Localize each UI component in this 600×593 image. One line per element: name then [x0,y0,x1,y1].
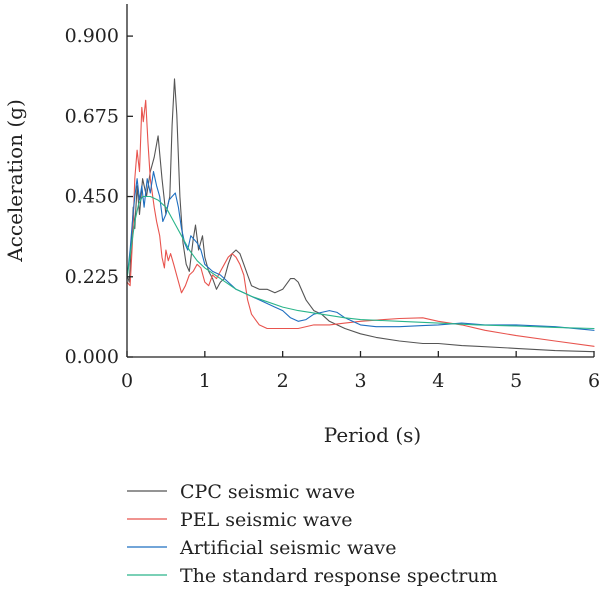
legend-item: Artificial seismic wave [127,537,397,559]
y-tick-label: 0.900 [65,25,119,47]
series-line-1 [126,78,595,353]
x-axis-title: Period (s) [324,423,421,447]
legend-item: PEL seismic wave [127,509,352,531]
y-tick-label: 0.225 [65,266,119,288]
x-tick-label: 3 [354,370,366,392]
legend: CPC seismic wave PEL seismic wave Artifici… [127,481,498,587]
legend-label: The standard response spectrum [180,565,498,587]
series-layer [126,78,595,353]
legend-item: CPC seismic wave [127,481,355,503]
ticks-layer: 0.000 0.225 0.450 0.675 0.900 0 1 2 3 4 5 6 [65,25,600,392]
x-tick-label: 0 [121,370,133,392]
x-tick-label: 4 [432,370,444,392]
y-tick-label: 0.000 [65,346,119,368]
y-axis-title: Acceleration (g) [3,99,27,263]
legend-label: PEL seismic wave [180,509,352,531]
series-line-2 [126,99,595,347]
x-tick-label: 5 [510,370,522,392]
axes-layer [126,4,594,358]
series-line-3 [126,171,595,331]
x-tick-label: 6 [588,370,600,392]
series-line-4 [126,195,595,330]
x-tick-label: 1 [199,370,211,392]
y-tick-label: 0.675 [65,105,119,127]
legend-item: The standard response spectrum [127,565,498,587]
x-tick-label: 2 [277,370,289,392]
legend-label: CPC seismic wave [180,481,355,503]
legend-label: Artificial seismic wave [179,537,397,559]
y-tick-label: 0.450 [65,186,119,208]
